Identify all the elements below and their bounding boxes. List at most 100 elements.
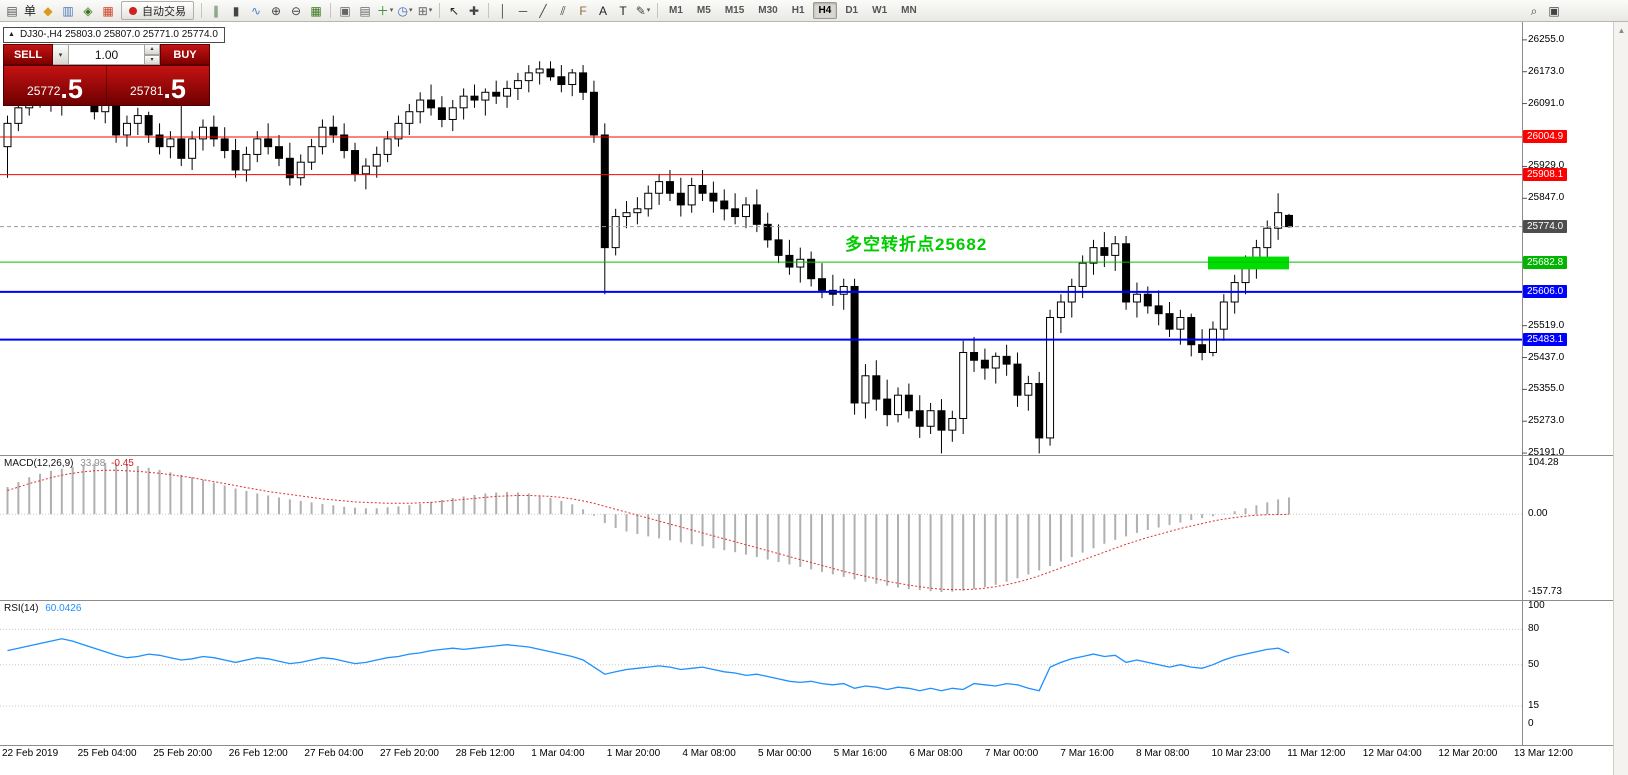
crosshair-icon[interactable]: ✚ [468,3,480,18]
channel-icon[interactable]: ⫽ [560,3,566,18]
scroll-up-icon[interactable]: ▲ [1617,26,1626,35]
candle-body [698,184,707,194]
arrows-icon[interactable]: ✎ ▾ [635,3,651,18]
vertical-scrollbar[interactable]: ▲ [1613,22,1628,775]
fullscreen-icon[interactable]: ▣ [1548,3,1560,18]
lot-increase-button[interactable]: ▴ [145,44,160,55]
window-menu-icon[interactable]: ▤ [6,3,18,18]
candle-body [731,208,740,218]
candle-body [285,157,294,179]
candle-chart-icon[interactable]: ▮ [232,3,240,18]
chart-annotation-text[interactable]: 多空转折点25682 [845,235,988,254]
trade-options-dropdown[interactable]: ▾ [53,44,69,65]
buy-price[interactable]: 25781.5 [107,66,209,105]
timeframe-m15[interactable]: M15 [724,5,745,16]
bar-chart-icon[interactable]: ∥ [213,3,220,18]
time-axis-label: 6 Mar 08:00 [909,748,963,759]
text-label-icon[interactable]: T [619,3,627,18]
macd-axis-label: 0.00 [1528,508,1548,520]
candle-body [231,150,240,171]
candle-body [915,410,924,427]
time-axis[interactable]: 22 Feb 2019 25 Feb 04:00 25 Feb 20:00 26 Fe… [0,745,1628,763]
time-axis-label: 25 Feb 20:00 [153,748,213,759]
data-window-icon[interactable]: ◈ [83,3,93,18]
candle-body [894,394,903,416]
candle-body [1187,317,1196,346]
candle-body [416,99,425,113]
candle-body [850,285,859,404]
cascade-windows-icon[interactable]: ▣ [339,3,351,18]
time-axis-label: 1 Mar 04:00 [531,748,585,759]
timeframe-w1[interactable]: W1 [872,5,888,16]
zoom-out-icon[interactable]: ⊖ [290,3,302,18]
vertical-line-icon[interactable]: │ [499,3,507,18]
candle-body [611,216,620,249]
price-axis[interactable]: 26255.0 26173.0 26091.0 25929.0 25847.0 25519… [1523,22,1613,763]
candle-body [557,76,566,86]
price-tag: 25774.0 [1523,220,1568,234]
rsi-value: 60.0426 [45,603,82,614]
candle-body [741,204,750,218]
tile-windows-icon[interactable]: ▦ [310,3,322,18]
zoom-in-icon[interactable]: ⊕ [270,3,282,18]
rsi-axis-label: 0 [1528,717,1534,729]
candle-body [785,254,794,268]
time-axis-label: 7 Mar 16:00 [1060,748,1114,759]
price-tick-label: 25847.0 [1528,192,1565,204]
line-chart-icon[interactable]: ∿ [250,3,262,18]
chevron-down-icon: ▾ [58,51,63,59]
lot-decrease-button[interactable]: ▾ [145,54,160,65]
timeframe-h1[interactable]: H1 [791,5,805,16]
time-axis-label: 13 Mar 12:00 [1514,748,1573,759]
horizontal-line-icon[interactable]: ─ [518,3,528,18]
time-axis-label: 5 Mar 00:00 [758,748,812,759]
search-icon[interactable]: ⌕ [1530,3,1538,18]
indicators-icon[interactable]: ＋ ▾ [376,3,394,18]
navigator-icon[interactable]: ▦ [102,3,114,18]
candle-body [209,126,218,140]
timeframe-m1[interactable]: M1 [669,5,683,16]
buy-button[interactable]: BUY [160,44,210,65]
timeframe-d1[interactable]: D1 [845,5,859,16]
timeframe-m30[interactable]: M30 [758,5,778,16]
time-axis-label: 12 Mar 04:00 [1362,748,1422,759]
periods-icon[interactable]: ◷ ▾ [397,3,413,18]
timeframe-h4[interactable]: H4 [812,2,838,19]
new-order-icon[interactable]: ◆ [43,3,53,18]
candle-body [622,212,631,218]
market-watch-icon[interactable]: ▥ [62,3,74,18]
candle-body [372,153,381,167]
chevron-down-icon: ▾ [646,7,651,14]
text-icon[interactable]: A [599,3,608,18]
timeframe-mn[interactable]: MN [901,5,917,16]
candle-body [904,394,913,412]
toolbar-separator [657,3,659,18]
price-tick-label: 25519.0 [1528,319,1565,331]
trendline-icon[interactable]: ╱ [539,3,547,18]
tile-horizontal-icon[interactable]: ▤ [359,3,371,18]
toolbar-separator [201,3,203,18]
cursor-icon[interactable]: ↖ [448,3,460,18]
autotrading-button[interactable]: 自动交易 [121,1,195,20]
fibonacci-icon[interactable]: F [579,3,587,18]
templates-icon[interactable]: ⊞ ▾ [417,3,433,18]
candle-body [1100,247,1109,256]
candle-body [405,111,414,124]
candle-body [448,107,457,120]
candle-body [687,184,696,206]
chevron-down-icon: ▾ [428,7,433,14]
rsi-axis-label: 100 [1528,599,1545,611]
candle-body [839,285,848,295]
time-axis-label: 22 Feb 2019 [2,748,59,759]
candle-body [1002,355,1011,365]
timeframe-m5[interactable]: M5 [696,5,711,16]
candle-body [1154,305,1163,315]
lot-size-input[interactable] [69,44,145,65]
candle-body [242,153,251,171]
candle-body [872,375,881,400]
candle-body [1143,293,1152,307]
sell-button[interactable]: SELL [3,44,53,65]
macd-indicator-label: MACD(12,26,9) 33.98 -0.45 [4,458,134,469]
sell-price[interactable]: 25772.5 [4,66,107,105]
